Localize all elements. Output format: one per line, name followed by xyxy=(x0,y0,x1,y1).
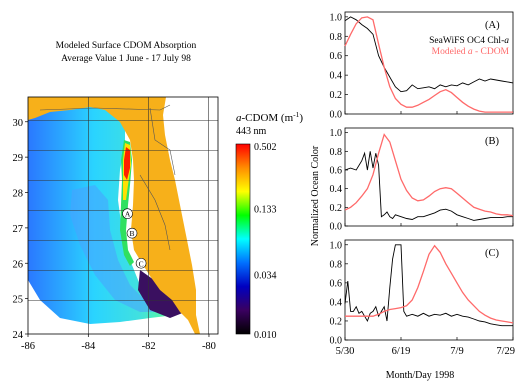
map-gridlines xyxy=(28,97,218,334)
panel-frame xyxy=(344,127,514,227)
x-tick-label: 7/29 xyxy=(496,346,515,357)
line-panels: 1.0 0.8 0.6 0.4 0.2 0.0 (A) SeaWiFS OC4 Chl-aMo… xyxy=(330,11,515,357)
y-tick-label: 0.6 xyxy=(330,166,343,177)
x-axis-label: Month/Day 1998 xyxy=(386,370,455,381)
station-marker xyxy=(135,257,147,269)
map-x-tick-label: -86 xyxy=(21,341,35,352)
panel-frame xyxy=(344,11,514,115)
station-markers: A B C xyxy=(122,208,147,269)
colorbar-gradient xyxy=(235,143,251,335)
series-line xyxy=(344,151,513,221)
y-tick-label: 0.0 xyxy=(330,110,343,121)
station-label: C xyxy=(139,259,144,268)
y-tick-label: 0.2 xyxy=(330,316,343,327)
map-y-tick-label: 29 xyxy=(13,153,24,164)
atlantic-ocean xyxy=(163,97,218,334)
x-tick-label: 6/19 xyxy=(392,346,411,357)
y-tick-label: 0.6 xyxy=(330,51,343,62)
colorbar-tick-label: 0.133 xyxy=(254,204,277,215)
map-title: Modeled Surface CDOM Absorption xyxy=(56,40,197,51)
map-panel: Modeled Surface CDOM Absorption Average … xyxy=(13,40,304,352)
station-label: A xyxy=(125,210,131,219)
station-C: C xyxy=(135,257,147,269)
x-tick-label: 5/30 xyxy=(336,346,355,357)
legend-entry: SeaWiFS OC4 Chl-a xyxy=(429,36,509,46)
map-y-ticks: 30 29 28 27 26 25 24 xyxy=(13,118,28,341)
map-x-tick-label: -84 xyxy=(81,341,96,352)
station-A: A xyxy=(122,208,133,220)
y-tick-label: 0.4 xyxy=(330,71,343,82)
y-tick-label: 0.8 xyxy=(330,32,343,43)
y-tick-label: 0.4 xyxy=(330,184,343,195)
panel-frame xyxy=(344,239,514,341)
y-tick-label: 0.0 xyxy=(330,336,343,347)
colorbar-tick-label: 0.010 xyxy=(254,330,277,341)
shelf-band xyxy=(70,185,160,312)
map-y-tick-label: 28 xyxy=(13,189,24,200)
line-panel-1: 1.0 0.8 0.6 0.4 0.2 0.0 (A) SeaWiFS OC4 Chl-aMo… xyxy=(330,11,514,121)
panel-label: (C) xyxy=(485,248,500,259)
y-tick-label: 0.0 xyxy=(330,222,343,233)
station-marker xyxy=(126,227,138,239)
series-line xyxy=(344,16,513,113)
map-x-tick-label: -82 xyxy=(142,341,156,352)
series-line xyxy=(345,244,514,324)
y-tick-label: 0.2 xyxy=(330,203,343,214)
colorbar-ticks: 0.502 0.133 0.034 0.010 xyxy=(254,142,277,341)
map-y-tick-label: 24 xyxy=(13,330,24,341)
series-line xyxy=(344,244,513,327)
y-tick-label: 1.0 xyxy=(330,12,343,23)
y-tick-label: 0.2 xyxy=(330,90,343,101)
line-panel-2: 1.0 0.8 0.6 0.4 0.2 0.0 (B) xyxy=(330,127,514,233)
map-x-ticks: -86 -84 -82 -80 xyxy=(21,334,216,352)
colorbar-title: a-CDOM (m-1) xyxy=(236,110,303,124)
low-cdom-area xyxy=(138,270,185,318)
colorbar: a-CDOM (m-1) 443 nm 0.502 0.133 0.034 0.010 xyxy=(235,110,303,341)
map-x-tick-label: -80 xyxy=(202,341,216,352)
series-line xyxy=(344,16,514,93)
colorbar-units: 443 nm xyxy=(236,126,267,137)
series-line xyxy=(344,133,514,217)
map-y-tick-label: 26 xyxy=(13,259,24,270)
map-subtitle: Average Value 1 June - 17 July 98 xyxy=(61,54,191,64)
map-image xyxy=(28,97,218,334)
line-panel-3: 1.0 0.8 0.6 0.4 0.2 0.0 (C) 5/30 6/19 7/9 7/29 xyxy=(330,239,515,357)
station-marker xyxy=(122,208,133,220)
panel-label: (B) xyxy=(485,136,500,147)
map-frame xyxy=(27,96,219,335)
y-tick-label: 0.6 xyxy=(330,278,343,289)
x-tick-label: 7/9 xyxy=(450,346,463,357)
y-tick-label: 0.8 xyxy=(330,259,343,270)
map-y-tick-label: 30 xyxy=(13,118,24,129)
colorbar-tick-label: 0.502 xyxy=(254,142,277,153)
colorbar-tick-label: 0.034 xyxy=(254,271,277,282)
map-y-tick-label: 27 xyxy=(13,224,24,235)
legend-entry: Modeled a - CDOM xyxy=(432,47,510,57)
y-tick-label: 1.0 xyxy=(330,240,343,251)
panel-label: (A) xyxy=(485,20,500,31)
y-tick-label: 0.8 xyxy=(330,147,343,158)
station-B: B xyxy=(126,227,138,239)
station-label: B xyxy=(130,229,135,238)
map-y-tick-label: 25 xyxy=(13,295,24,306)
boundaries xyxy=(39,104,176,251)
y-axis-label: Normalized Ocean Color xyxy=(310,145,321,246)
y-tick-label: 1.0 xyxy=(330,128,343,139)
y-tick-label: 0.4 xyxy=(330,297,343,308)
plume-red xyxy=(124,147,130,180)
